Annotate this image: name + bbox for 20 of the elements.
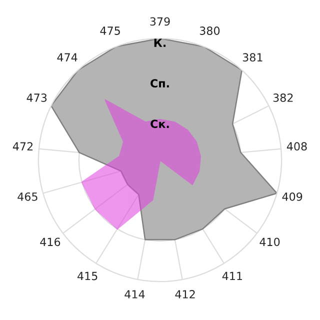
spoke-label: 380 (200, 26, 220, 35)
spoke-label: 474 (57, 53, 78, 62)
spoke-label: 475 (100, 26, 120, 35)
spoke-label: 465 (18, 192, 38, 201)
y-tick-label: Сп. (150, 79, 169, 88)
spoke-label: 382 (273, 94, 293, 102)
spoke-label: 416 (40, 238, 60, 246)
spoke-label: 409 (282, 192, 302, 201)
spoke-label: 472 (12, 142, 33, 150)
spoke-label: 381 (242, 53, 262, 62)
spoke-label: 415 (78, 272, 98, 280)
spoke-label: 408 (286, 142, 307, 151)
spoke-label: 410 (260, 238, 280, 246)
y-tick-label: К. (154, 38, 166, 47)
spoke-label: 412 (175, 290, 195, 298)
spoke-label: 414 (124, 290, 145, 298)
spoke-label: 411 (222, 272, 242, 280)
spoke-label: 379 (150, 17, 170, 26)
spoke-label: 473 (26, 94, 47, 102)
y-tick-label: Ск. (150, 120, 169, 128)
